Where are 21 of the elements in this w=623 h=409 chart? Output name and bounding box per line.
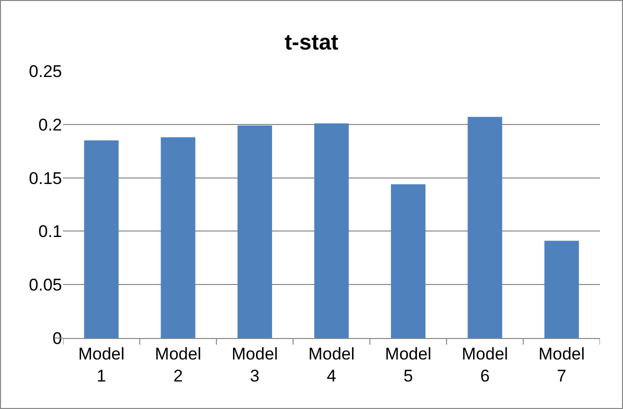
y-tick-label: 0 [52, 328, 62, 348]
x-tick-label: Model 6 [462, 344, 508, 386]
x-tick-label: Model 2 [154, 344, 202, 386]
bar [390, 184, 426, 338]
bar [160, 137, 196, 338]
bar [468, 116, 502, 338]
bar [238, 125, 272, 338]
x-tick-label: Model 7 [538, 344, 585, 386]
bar [84, 140, 119, 338]
chart-title: t-stat [284, 29, 340, 54]
x-tick-label: Model 5 [385, 344, 432, 386]
y-tick-label: 0.2 [38, 115, 62, 134]
y-tick-label: 0.25 [28, 62, 62, 81]
x-tick-label: Model 4 [308, 344, 355, 386]
x-tick-label: Model 3 [232, 344, 278, 386]
x-tick-label: Model 1 [78, 344, 125, 386]
y-tick-label: 0.1 [38, 222, 62, 242]
y-tick-label: 0.15 [28, 168, 62, 188]
bar [544, 240, 579, 338]
y-tick-label: 0.05 [28, 276, 62, 295]
bar [314, 123, 349, 338]
